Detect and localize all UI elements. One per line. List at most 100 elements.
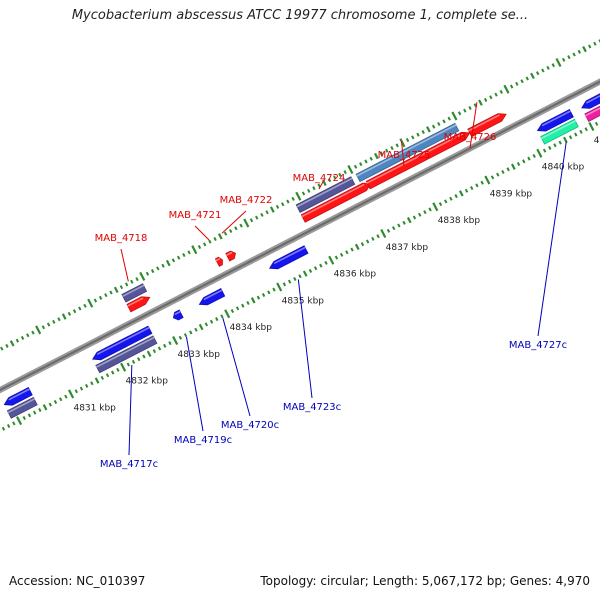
- tick-mark: [520, 79, 524, 84]
- tick-mark: [484, 175, 491, 185]
- gene-feature[interactable]: [121, 283, 148, 303]
- gene-feature[interactable]: [295, 176, 356, 213]
- tick-mark: [312, 186, 316, 191]
- tick-mark: [16, 416, 23, 426]
- tick-mark: [165, 259, 171, 267]
- tick-mark: [157, 346, 162, 351]
- gene-feature[interactable]: [95, 335, 158, 374]
- tick-mark: [307, 188, 311, 193]
- gene-highlight: [356, 124, 457, 177]
- tick-mark: [139, 271, 146, 281]
- tick-mark: [72, 309, 77, 314]
- gene-label[interactable]: MAB_4720c: [221, 420, 279, 431]
- kbp-tick-label: 4835 kbp: [282, 296, 325, 306]
- tick-mark: [0, 346, 4, 351]
- tick-mark: [135, 277, 139, 282]
- tick-mark: [546, 65, 550, 70]
- tick-mark: [269, 206, 275, 213]
- gene-label[interactable]: MAB_4717c: [100, 459, 158, 470]
- tick-mark: [535, 71, 540, 76]
- tick-mark: [215, 317, 219, 322]
- tick-mark: [541, 68, 545, 73]
- tick-mark: [527, 156, 531, 161]
- tick-mark: [67, 311, 72, 316]
- kbp-tick-label: 4841 kbp: [594, 136, 600, 146]
- tick-mark: [163, 343, 167, 348]
- gene-highlight: [174, 310, 181, 315]
- tick-mark: [198, 323, 204, 331]
- tick-mark: [572, 52, 576, 57]
- tick-mark: [397, 223, 401, 228]
- tick-mark: [339, 252, 344, 257]
- tick-mark: [442, 119, 446, 124]
- tick-mark: [239, 223, 243, 228]
- gene-feature[interactable]: [355, 122, 460, 183]
- gene-leader-line: [400, 140, 405, 167]
- tick-mark: [109, 290, 113, 295]
- gene-label[interactable]: MAB_4726: [444, 132, 497, 143]
- tick-mark: [98, 295, 103, 300]
- gene-feature[interactable]: [126, 296, 151, 313]
- tick-mark: [509, 84, 514, 89]
- tick-mark: [588, 44, 592, 49]
- gene-highlight: [121, 284, 145, 297]
- gene-label[interactable]: MAB_4719c: [174, 435, 232, 446]
- tick-mark: [168, 341, 172, 346]
- tick-mark: [87, 298, 94, 308]
- tick-mark: [230, 309, 235, 314]
- gene-feature[interactable]: [365, 131, 471, 190]
- gene-feature[interactable]: [300, 182, 372, 223]
- tick-mark: [522, 159, 526, 164]
- gene-label[interactable]: MAB_4721: [169, 210, 222, 221]
- tick-mark: [152, 349, 157, 354]
- tick-mark: [131, 359, 136, 364]
- tick-mark: [379, 151, 384, 156]
- gene-label[interactable]: MAB_4725: [378, 150, 431, 161]
- tick-mark: [350, 247, 354, 252]
- gene-feature[interactable]: [6, 396, 38, 419]
- gene-feature[interactable]: [467, 113, 507, 138]
- tick-mark: [191, 245, 198, 255]
- tick-mark: [83, 303, 87, 308]
- tick-mark: [42, 404, 48, 411]
- tick-mark: [447, 116, 451, 121]
- tick-mark: [405, 138, 410, 143]
- tick-mark: [209, 319, 214, 324]
- tick-mark: [194, 327, 198, 332]
- tick-mark: [432, 202, 439, 212]
- tick-mark: [224, 309, 231, 319]
- tick-mark: [593, 41, 597, 46]
- tick-mark: [267, 290, 271, 295]
- tick-mark: [130, 279, 134, 284]
- gene-feature[interactable]: [172, 309, 184, 321]
- tick-mark: [208, 239, 212, 244]
- tick-mark: [57, 317, 61, 322]
- tick-mark: [53, 399, 58, 404]
- tick-mark: [235, 306, 240, 311]
- tick-mark: [41, 325, 46, 330]
- gene-label[interactable]: MAB_4727c: [509, 340, 567, 351]
- gene-leader-line: [185, 336, 204, 432]
- tick-mark: [46, 322, 51, 327]
- tick-mark: [241, 303, 245, 308]
- tick-mark: [516, 161, 521, 166]
- tick-mark: [475, 183, 479, 188]
- kbp-tick-label: 4833 kbp: [178, 350, 221, 360]
- tick-mark: [116, 367, 120, 372]
- tick-mark: [395, 143, 399, 148]
- tick-mark: [567, 55, 571, 60]
- gene-label[interactable]: MAB_4724: [293, 173, 346, 184]
- gene-label[interactable]: MAB_4723c: [283, 402, 341, 413]
- tick-mark: [499, 89, 503, 94]
- tick-mark: [365, 239, 370, 244]
- gene-leader-line: [469, 102, 478, 149]
- gene-highlight: [586, 95, 600, 104]
- tick-mark: [506, 167, 510, 172]
- gene-label[interactable]: MAB_4722: [220, 195, 273, 206]
- gene-feature[interactable]: [540, 118, 579, 145]
- kbp-tick-label: 4832 kbp: [126, 377, 169, 387]
- gene-label[interactable]: MAB_4718: [95, 233, 148, 244]
- backbone-layer: [0, 78, 600, 394]
- tick-mark: [301, 191, 306, 196]
